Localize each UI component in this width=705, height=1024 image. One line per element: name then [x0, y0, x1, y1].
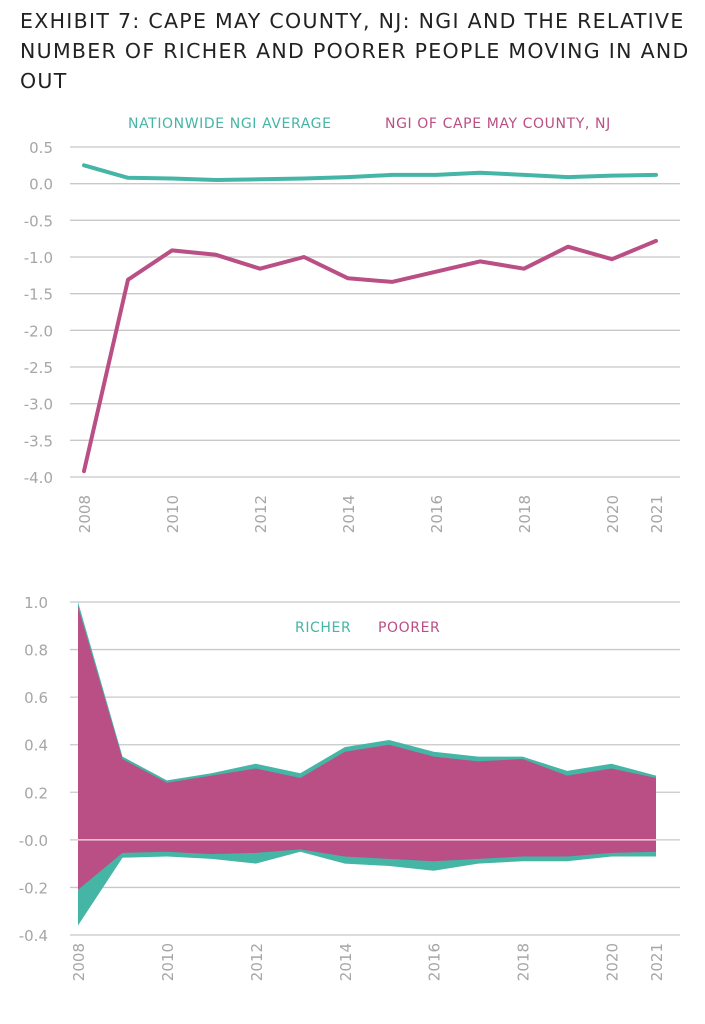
legend-cape-may-ngi: NGI OF CAPE MAY COUNTY, NJ [385, 116, 611, 132]
y-tick-label: -2.5 [24, 359, 53, 377]
x-tick-label: 2014 [337, 943, 355, 981]
x-tick-label: 2020 [604, 943, 622, 981]
y-tick-label: -4.0 [24, 469, 53, 487]
x-tick-label: 2016 [428, 495, 446, 533]
y-tick-label: 1.0 [24, 594, 48, 612]
y-tick-label: 0.2 [24, 784, 48, 802]
y-tick-label: 0.6 [24, 689, 48, 707]
y-tick-label: 0.8 [24, 642, 48, 660]
x-tick-label: 2012 [252, 495, 270, 533]
x-tick-label: 2021 [648, 943, 666, 981]
y-tick-label: -3.5 [24, 432, 53, 450]
y-tick-label: -0.0 [19, 832, 48, 850]
y-tick-label: -3.0 [24, 396, 53, 414]
x-tick-label: 2010 [159, 943, 177, 981]
legend-richer: RICHER [295, 620, 351, 636]
x-tick-label: 2008 [76, 495, 94, 533]
series-area-poorer [78, 606, 656, 890]
y-tick-label: 0.4 [24, 737, 48, 755]
x-tick-label: 2010 [164, 495, 182, 533]
y-tick-label: 0.0 [29, 176, 53, 194]
y-tick-label: -1.0 [24, 249, 53, 267]
y-tick-label: -0.2 [19, 879, 48, 897]
chart-title: EXHIBIT 7: CAPE MAY COUNTY, NJ: NGI AND … [20, 9, 690, 93]
y-tick-label: -0.4 [19, 927, 48, 945]
x-tick-label: 2008 [70, 943, 88, 981]
y-tick-label: -1.5 [24, 286, 53, 304]
legend-poorer: POORER [378, 620, 440, 636]
x-tick-label: 2020 [604, 495, 622, 533]
legend-nationwide-ngi: NATIONWIDE NGI AVERAGE [128, 116, 332, 132]
y-tick-label: -2.0 [24, 322, 53, 340]
y-tick-label: -0.5 [24, 212, 53, 230]
series-line-nationwide-ngi [82, 163, 658, 182]
x-tick-label: 2012 [248, 943, 266, 981]
x-tick-label: 2018 [516, 495, 534, 533]
y-tick-label: 0.5 [29, 139, 53, 157]
ngi-line-chart: 0.5 0.0 -0.5 -1.0 -1.5 -2.0 -2.5 -3.0 -3.5 -4.0 20… [24, 116, 680, 533]
x-tick-label: 2018 [515, 943, 533, 981]
x-tick-label: 2014 [340, 495, 358, 533]
series-line-cape-may-ngi [82, 238, 658, 474]
x-tick-label: 2016 [426, 943, 444, 981]
x-tick-label: 2021 [648, 495, 666, 533]
richer-poorer-area-chart: 1.0 0.8 0.6 0.4 0.2 -0.0 -0.2 -0.4 2008 2010 2012 2… [19, 594, 680, 981]
